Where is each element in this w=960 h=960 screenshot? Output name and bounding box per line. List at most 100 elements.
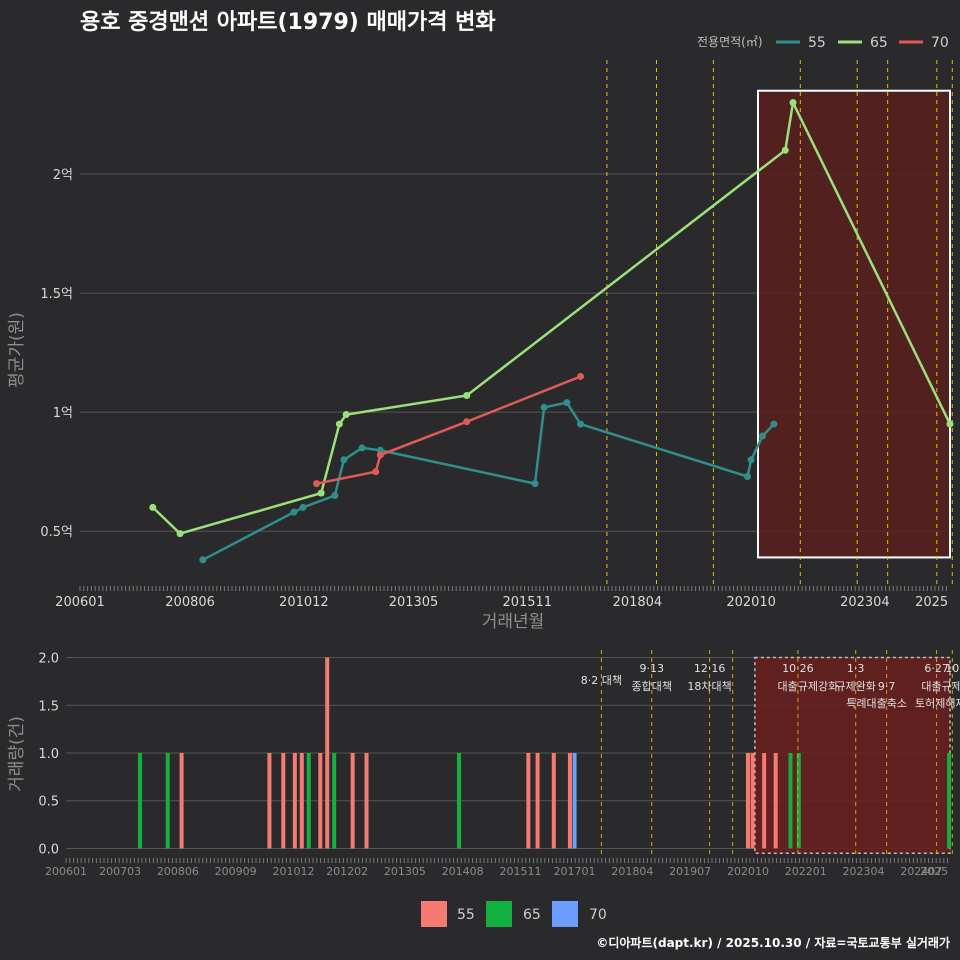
legend-label-55: 55: [808, 35, 826, 51]
price-point-55: [340, 456, 348, 464]
volume-bar-55: [762, 753, 767, 849]
price-y-tick-label: 2억: [53, 168, 73, 183]
volume-bar-55: [526, 753, 531, 849]
event-sublabel: 특례대출축소: [846, 697, 907, 710]
price-point-70: [313, 480, 321, 488]
volume-x-tick-label: 202407: [900, 865, 942, 878]
volume-x-tick-label: 201701: [554, 865, 596, 878]
price-point-65: [946, 420, 954, 428]
volume-x-tick-label: 200806: [157, 865, 199, 878]
legend-swatch-vol-65: [486, 901, 512, 927]
event-label: 10: [945, 662, 959, 675]
price-x-tick-label: 201012: [279, 595, 329, 610]
volume-bar-55: [364, 753, 369, 849]
price-point-55: [759, 432, 767, 440]
price-point-55: [770, 420, 778, 428]
price-point-70: [372, 468, 380, 476]
highlight-region: [756, 89, 952, 559]
volume-bar-65: [796, 753, 801, 849]
price-point-65: [335, 420, 343, 428]
volume-bar-65: [456, 753, 461, 849]
price-point-70: [577, 372, 585, 380]
price-y-tick-label: 0.5억: [40, 525, 73, 540]
price-point-55: [744, 472, 752, 480]
price-point-65: [789, 99, 797, 107]
price-x-tick-label: 201511: [502, 595, 552, 610]
legend-label-70: 70: [931, 35, 949, 51]
volume-bar-55: [292, 753, 297, 849]
volume-x-tick-label: 201804: [611, 865, 653, 878]
volume-bar-65: [332, 753, 337, 849]
price-point-55: [531, 480, 539, 488]
volume-x-tick-label: 201511: [499, 865, 541, 878]
volume-x-tick-label: 202010: [727, 865, 769, 878]
volume-x-tick-label: 201202: [326, 865, 368, 878]
price-point-65: [342, 411, 350, 419]
event-label: 6·27: [924, 662, 949, 675]
price-x-tick-label: 201804: [613, 595, 663, 610]
price-x-tick-label: 2025: [915, 595, 948, 610]
legend-label-vol-55: 55: [457, 907, 475, 923]
price-point-55: [299, 503, 307, 511]
volume-legend: 55 65 70: [421, 901, 607, 927]
volume-bar-55: [318, 753, 323, 849]
price-x-tick-label: 201305: [389, 595, 439, 610]
price-y-tick-label: 1억: [53, 406, 73, 421]
price-x-axis-label: 거래년월: [482, 612, 545, 632]
volume-bar-65: [788, 753, 793, 849]
volume-x-tick-label: 201012: [272, 865, 314, 878]
volume-bar-65: [306, 753, 311, 849]
price-point-55: [563, 399, 571, 407]
price-chart: 0.5억 1억 1.5억 2억 200601 200806 201012 201305 2015…: [40, 60, 954, 610]
volume-x-tick-label: 202304: [843, 865, 885, 878]
volume-bar-55: [551, 753, 556, 849]
legend-label-vol-70: 70: [589, 907, 607, 923]
price-point-65: [781, 146, 789, 154]
price-point-70: [376, 451, 384, 459]
event-sublabel: 18차대책: [687, 680, 731, 693]
legend-swatch-vol-70: [552, 901, 578, 927]
price-y-axis-label: 평균가(원): [7, 312, 27, 388]
volume-bar-65: [947, 753, 952, 849]
volume-bar-55: [299, 753, 304, 849]
legend-label-vol-65: 65: [523, 907, 541, 923]
event-sublabel: 토허제해제: [915, 696, 960, 710]
event-sublabel: 종합대책: [632, 680, 672, 693]
volume-bar-55: [567, 753, 572, 849]
price-point-55: [577, 420, 585, 428]
volume-bar-65: [137, 753, 142, 849]
volume-x-tick-label: 201408: [442, 865, 484, 878]
volume-bar-55: [325, 657, 330, 849]
legend-swatch-vol-55: [421, 901, 447, 927]
volume-x-tick-label: 201907: [669, 865, 711, 878]
event-label: 10·26: [782, 662, 814, 675]
volume-bar-55: [281, 753, 286, 849]
event-label: 9·7: [878, 680, 896, 693]
volume-y-tick-label: 0.5: [38, 795, 59, 810]
volume-bar-55: [773, 753, 778, 849]
volume-x-tick-label: 200909: [215, 865, 257, 878]
chart-title: 용호 중경맨션 아파트(1979) 매매가격 변화: [80, 10, 496, 35]
event-label: 9·13: [640, 662, 665, 675]
volume-y-tick-label: 0.0: [38, 842, 59, 857]
volume-x-tick-label: 201305: [384, 865, 426, 878]
price-x-tick-label: 200601: [55, 595, 105, 610]
volume-x-tick-label: 200703: [99, 865, 141, 878]
volume-bar-70: [572, 753, 577, 849]
price-point-55: [747, 456, 755, 464]
price-legend: 전용면적(㎡) 55 65 70: [697, 35, 949, 51]
volume-bar-55: [745, 753, 750, 849]
volume-bar-55: [750, 753, 755, 849]
volume-x-tick-label: 200601: [45, 865, 87, 878]
volume-y-tick-label: 1.5: [38, 699, 59, 714]
event-label: 12·16: [694, 662, 726, 675]
price-point-65: [463, 392, 471, 400]
price-line-55: [202, 401, 775, 561]
price-point-55: [290, 508, 298, 516]
price-point-65: [176, 530, 184, 538]
event-sublabel: 대출규제: [921, 680, 960, 693]
volume-bar-55: [535, 753, 540, 849]
price-x-tick-label: 200806: [165, 595, 215, 610]
volume-bar-65: [165, 753, 170, 849]
